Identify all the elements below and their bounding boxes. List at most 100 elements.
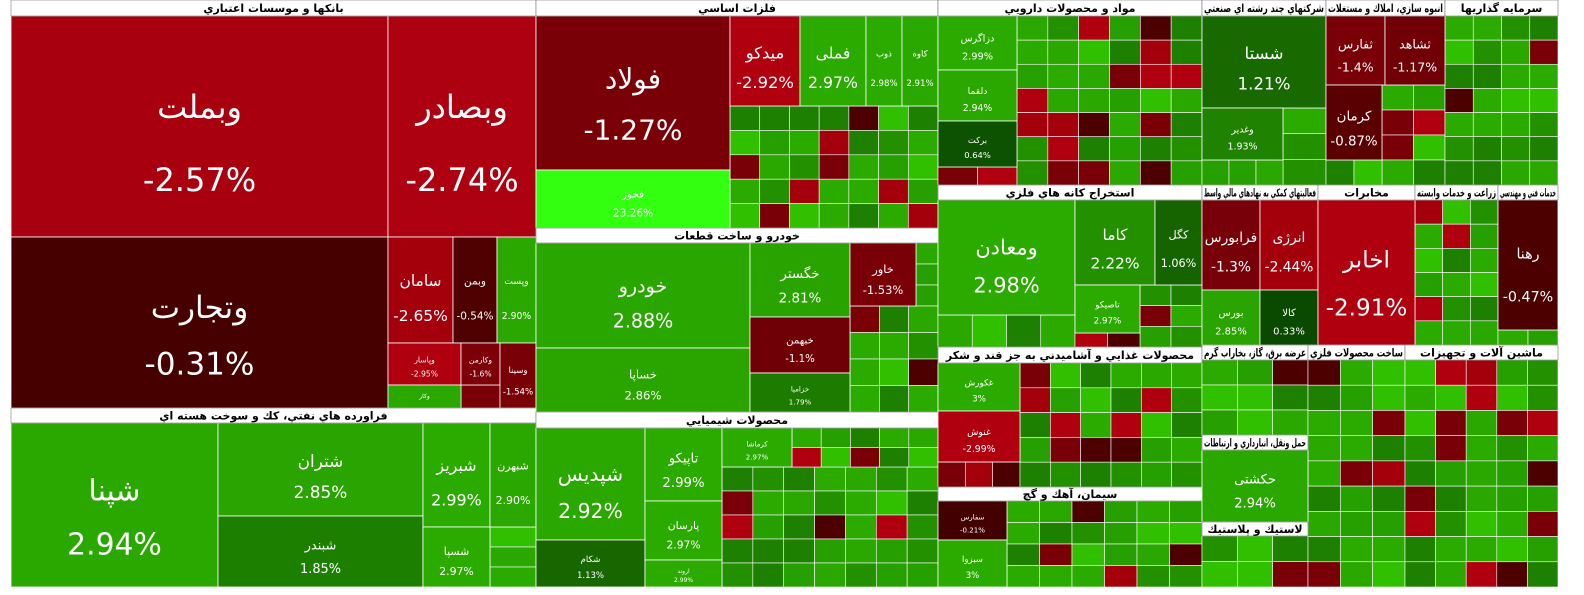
filler-tile: [1110, 387, 1142, 413]
filler-tile: [1444, 112, 1474, 138]
filler-tile: [1404, 435, 1436, 462]
filler-tile: [1170, 284, 1203, 306]
filler-tile: [818, 178, 850, 204]
filler-tile: [1529, 160, 1559, 186]
tile: [644, 559, 723, 588]
filler-tile: [1435, 460, 1467, 487]
tile-change: -2.44%: [1265, 260, 1314, 276]
tile: [489, 422, 537, 528]
filler-tile: [729, 203, 761, 229]
tile-change: 3%: [972, 395, 986, 405]
filler-tile: [1529, 15, 1559, 41]
filler-tile: [721, 514, 754, 540]
filler-tile: [1019, 362, 1051, 389]
tile: [535, 169, 731, 229]
filler-tile: [1444, 39, 1474, 65]
tile-name: فولاد: [605, 63, 661, 96]
filler-tile: [879, 427, 910, 448]
filler-tile: [1372, 536, 1406, 563]
filler-tile: [906, 466, 939, 492]
tile: [937, 120, 1018, 168]
filler-tile: [789, 154, 820, 180]
filler-tile: [1496, 511, 1528, 537]
filler-tile: [820, 447, 851, 468]
sector-header-bg: [1497, 184, 1559, 201]
tile-change: 3%: [966, 571, 980, 581]
filler-tile: [1404, 561, 1436, 588]
filler-tile: [1372, 561, 1406, 588]
filler-tile: [848, 154, 879, 180]
tile: [799, 15, 867, 107]
filler-tile: [1019, 461, 1051, 488]
filler-tile: [875, 490, 908, 516]
filler-tile: [1470, 320, 1499, 346]
filler-tile: [1228, 159, 1257, 186]
filler-tile: [1353, 159, 1383, 186]
filler-tile: [992, 461, 1021, 488]
tile-change: -1.17%: [1393, 59, 1437, 74]
sector-header: لاستيك و پلاستيك: [1207, 523, 1302, 536]
filler-tile: [1282, 107, 1327, 134]
filler-tile: [1404, 536, 1436, 563]
tile-name: شبندر: [304, 538, 337, 553]
filler-tile: [1465, 435, 1498, 462]
tile: [1201, 449, 1309, 523]
filler-tile: [1372, 485, 1406, 512]
filler-tile: [1169, 543, 1203, 566]
filler-tile: [1050, 437, 1081, 463]
tile-name: دلقما: [968, 86, 988, 97]
filler-tile: [1136, 565, 1170, 588]
filler-tile: [1080, 362, 1112, 389]
filler-tile: [1140, 88, 1172, 113]
filler-tile: [977, 166, 1018, 186]
filler-tile: [1282, 133, 1327, 160]
filler-tile: [1414, 320, 1443, 346]
tile: [10, 15, 389, 238]
tile: [937, 362, 1021, 412]
filler-tile: [1170, 136, 1203, 162]
tile: [535, 242, 751, 349]
tile-name: دزاگرس: [961, 33, 995, 45]
filler-tile: [814, 562, 846, 588]
tile-name: خگستر: [779, 265, 819, 282]
filler-tile: [1237, 409, 1273, 436]
tile-change: 2.98%: [870, 79, 897, 89]
filler-tile: [1404, 460, 1436, 487]
filler-tile: [1078, 88, 1110, 113]
tile-name: وسینا: [508, 366, 527, 376]
filler-tile: [1019, 387, 1051, 413]
filler-tile: [875, 466, 908, 492]
filler-tile: [721, 490, 754, 516]
filler-tile: [1282, 159, 1327, 186]
filler-tile: [1071, 500, 1105, 523]
tile-change: 1.13%: [577, 571, 604, 581]
filler-tile: [820, 427, 851, 448]
filler-tile: [850, 427, 880, 448]
filler-tile: [1109, 15, 1141, 41]
filler-tile: [1307, 410, 1341, 436]
filler-tile: [1435, 435, 1467, 462]
filler-tile: [1140, 136, 1172, 162]
tile-name: شتران: [298, 451, 344, 471]
filler-tile: [1047, 136, 1079, 162]
filler-tile: [1141, 437, 1172, 463]
filler-tile: [1047, 160, 1079, 186]
filler-tile: [1529, 39, 1559, 65]
filler-tile: [1496, 435, 1528, 462]
filler-tile: [1501, 136, 1531, 162]
tile-change: 2.85%: [294, 482, 348, 502]
filler-tile: [818, 154, 850, 180]
filler-tile: [1307, 359, 1341, 386]
filler-tile: [1255, 159, 1284, 186]
tile-name: شبریز: [435, 456, 476, 476]
filler-tile: [1372, 460, 1406, 487]
filler-tile: [1527, 561, 1559, 588]
filler-tile: [1050, 362, 1081, 389]
filler-tile: [1078, 39, 1110, 65]
filler-tile: [1340, 410, 1373, 436]
tile: [749, 242, 851, 318]
filler-tile: [729, 178, 761, 204]
filler-tile: [937, 314, 973, 348]
filler-tile: [907, 130, 939, 156]
filler-tile: [1496, 410, 1528, 436]
